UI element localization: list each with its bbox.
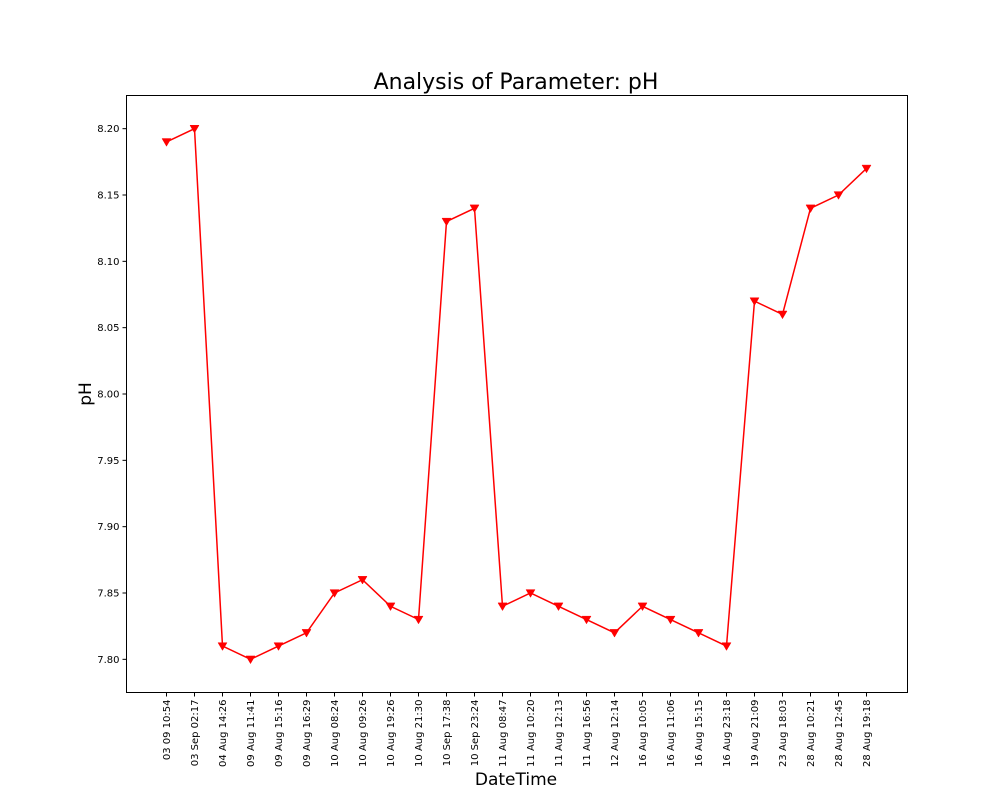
chart-title: Analysis of Parameter: pH — [374, 70, 659, 95]
x-tick-label: 28 Aug 12:45 — [834, 700, 845, 767]
series-line — [166, 127, 868, 661]
x-axis: 03 09 10:54 03 Sep 02:17 04 Aug 14:26 09 Au… — [162, 692, 873, 767]
data-point-marker — [609, 629, 620, 638]
data-point-marker — [581, 615, 592, 625]
data-point-marker — [693, 629, 704, 638]
data-point-marker — [217, 642, 228, 651]
data-point-marker — [385, 602, 396, 612]
x-tick-label: 09 Aug 11:41 — [246, 700, 257, 767]
data-point-marker — [413, 615, 424, 625]
data-point-marker — [777, 310, 788, 320]
data-point-marker — [161, 138, 172, 147]
y-tick-label: 8.20 — [97, 124, 119, 135]
data-point-marker — [469, 204, 480, 214]
data-point-marker — [189, 125, 200, 134]
y-tick-label: 7.95 — [97, 456, 119, 467]
data-point-marker — [245, 655, 256, 665]
y-tick-label: 7.80 — [97, 655, 119, 666]
x-tick-label: 11 Aug 08:47 — [498, 700, 509, 767]
y-tick-label: 8.15 — [97, 191, 119, 202]
data-point-marker — [273, 642, 284, 651]
y-tick-label: 7.90 — [97, 522, 119, 533]
y-tick-label: 7.85 — [97, 589, 119, 600]
x-tick-label: 04 Aug 14:26 — [218, 700, 229, 767]
data-point-marker — [357, 576, 368, 585]
data-point-marker — [441, 217, 452, 227]
y-axis: 7.80 7.85 7.90 7.95 8.00 8.05 8.10 8.15 8.20 — [97, 124, 127, 666]
x-tick-label: 16 Aug 23:18 — [722, 700, 733, 767]
data-point-marker — [665, 615, 676, 625]
x-tick-label: 11 Aug 16:56 — [582, 700, 593, 767]
x-tick-label: 28 Aug 19:18 — [862, 700, 873, 767]
y-axis-label: pH — [76, 382, 96, 406]
y-tick-label: 8.00 — [97, 390, 119, 401]
x-tick-label: 10 Aug 21:30 — [414, 700, 425, 767]
x-tick-label: 28 Aug 10:21 — [806, 700, 817, 767]
series-group — [161, 125, 872, 665]
x-tick-label: 23 Aug 18:03 — [778, 700, 789, 767]
x-tick-label: 10 Aug 09:26 — [358, 700, 369, 767]
x-axis-label: DateTime — [475, 770, 557, 790]
x-tick-label: 10 Aug 19:26 — [386, 700, 397, 767]
data-point-marker — [301, 629, 312, 638]
x-tick-label: 10 Aug 08:24 — [330, 700, 341, 767]
x-tick-label: 19 Aug 21:09 — [750, 700, 761, 767]
x-tick-label: 16 Aug 15:15 — [694, 700, 705, 767]
x-tick-label: 16 Aug 11:06 — [666, 700, 677, 767]
data-point-marker — [637, 602, 648, 612]
x-tick-label: 09 Aug 15:16 — [274, 700, 285, 767]
x-tick-label: 11 Aug 12:13 — [554, 700, 565, 767]
x-tick-label: 16 Aug 10:05 — [638, 700, 649, 767]
y-tick-label: 8.10 — [97, 257, 119, 268]
y-tick-label: 8.05 — [97, 323, 119, 334]
data-point-marker — [329, 589, 340, 598]
x-tick-label: 12 Aug 12:14 — [610, 700, 621, 767]
x-tick-label: 03 Sep 02:17 — [190, 700, 201, 767]
data-point-marker — [833, 191, 844, 200]
x-tick-label: 03 09 10:54 — [162, 700, 173, 761]
x-tick-label: 10 Sep 23:24 — [470, 700, 481, 767]
data-point-marker — [553, 602, 564, 612]
data-point-marker — [861, 164, 872, 174]
x-tick-label: 10 Sep 17:38 — [442, 700, 453, 767]
plot-area — [126, 95, 908, 693]
data-point-marker — [749, 297, 760, 306]
data-point-marker — [525, 589, 536, 598]
x-tick-label: 11 Aug 10:20 — [526, 700, 537, 767]
x-tick-label: 09 Aug 16:29 — [302, 700, 313, 767]
data-point-marker — [497, 602, 508, 612]
data-point-marker — [805, 204, 816, 214]
data-point-marker — [721, 642, 732, 651]
